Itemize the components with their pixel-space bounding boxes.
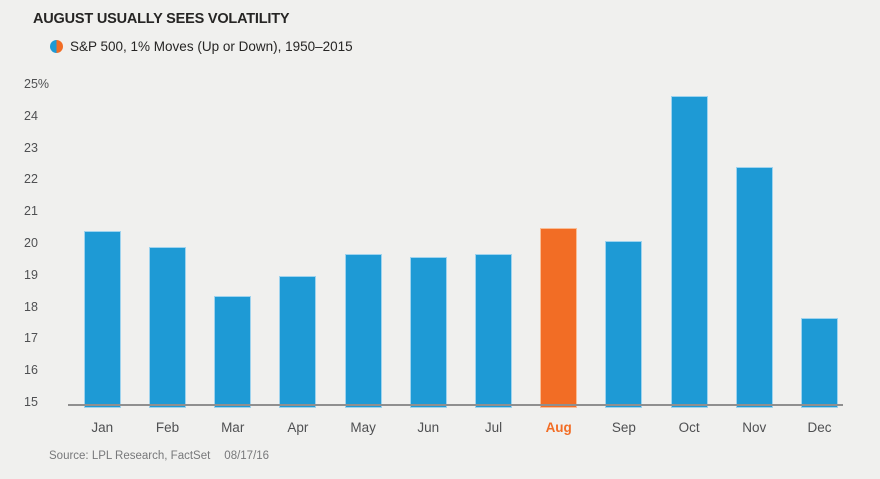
y-tick-18: 18: [24, 299, 38, 314]
bar-nov: [735, 166, 773, 408]
legend-label: S&P 500, 1% Moves (Up or Down), 1950–201…: [70, 39, 353, 54]
y-tick-15: 15: [24, 395, 38, 409]
x-label-aug: Aug: [545, 420, 572, 435]
x-label-dec: Dec: [807, 420, 832, 435]
x-label-sep: Sep: [611, 420, 636, 435]
x-label-jan: Jan: [91, 420, 114, 435]
bar-feb: [149, 247, 186, 408]
bar-jan: [83, 231, 121, 408]
x-label-may: May: [350, 420, 376, 435]
bar-sep: [605, 240, 643, 408]
y-tick-23: 23: [24, 140, 38, 155]
bar-may: [344, 253, 382, 408]
bar-apr: [279, 276, 317, 408]
y-tick-22: 22: [24, 172, 38, 187]
source-note: Source: LPL Research, FactSet 08/17/16: [49, 450, 269, 462]
y-tick-21: 21: [24, 204, 38, 219]
bar-dec: [801, 318, 838, 408]
legend-split-circle-icon: [50, 40, 63, 53]
y-tick-17: 17: [24, 331, 38, 346]
bar-oct: [670, 95, 708, 408]
y-tick-25: 25%: [24, 77, 50, 91]
x-label-apr: Apr: [287, 420, 309, 435]
y-tick-20: 20: [24, 236, 38, 250]
bar-mar: [214, 295, 252, 408]
source-date: 08/17/16: [224, 450, 270, 462]
bar-aug: [540, 227, 578, 408]
y-tick-19: 19: [24, 267, 38, 282]
x-axis-line: [68, 404, 843, 406]
x-label-oct: Oct: [678, 420, 700, 435]
y-tick-16: 16: [24, 363, 38, 378]
x-label-jul: Jul: [484, 420, 503, 435]
x-label-feb: Feb: [155, 420, 180, 435]
y-tick-24: 24: [24, 108, 38, 123]
bar-jun: [409, 256, 447, 408]
x-label-nov: Nov: [742, 420, 767, 435]
source-label: Source: LPL Research, FactSet: [49, 450, 211, 462]
x-label-mar: Mar: [221, 420, 245, 435]
x-label-jun: Jun: [417, 420, 440, 435]
legend: S&P 500, 1% Moves (Up or Down), 1950–201…: [50, 39, 353, 54]
bar-jul: [475, 253, 512, 408]
chart-title: AUGUST USUALLY SEES VOLATILITY: [33, 11, 290, 27]
